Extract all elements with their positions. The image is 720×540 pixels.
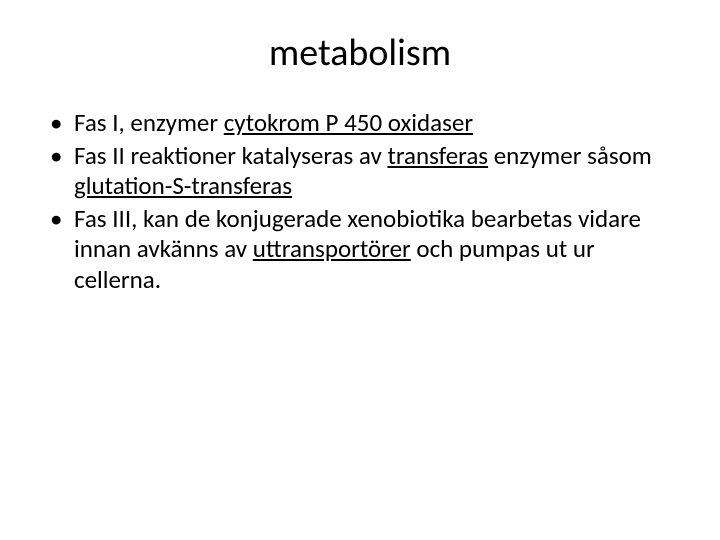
list-item: Fas II reaktioner katalyseras av transfe…: [64, 141, 680, 202]
text-segment: uttransportörer: [253, 233, 411, 264]
text-segment: transferas: [387, 140, 488, 171]
text-segment: enzymer såsom: [488, 140, 652, 171]
text-segment: cytokrom P 450 oxidaser: [224, 107, 473, 138]
text-segment: Fas II reaktioner katalyseras av: [74, 140, 387, 171]
bullet-list: Fas I, enzymer cytokrom P 450 oxidaserFa…: [40, 108, 680, 295]
text-segment: glutation-S-transferas: [74, 170, 292, 201]
slide: metabolism Fas I, enzymer cytokrom P 450…: [0, 0, 720, 540]
slide-title: metabolism: [40, 30, 680, 76]
list-item: Fas III, kan de konjugerade xenobiotika …: [64, 204, 680, 296]
list-item: Fas I, enzymer cytokrom P 450 oxidaser: [64, 108, 680, 139]
text-segment: Fas I, enzymer: [74, 107, 224, 138]
